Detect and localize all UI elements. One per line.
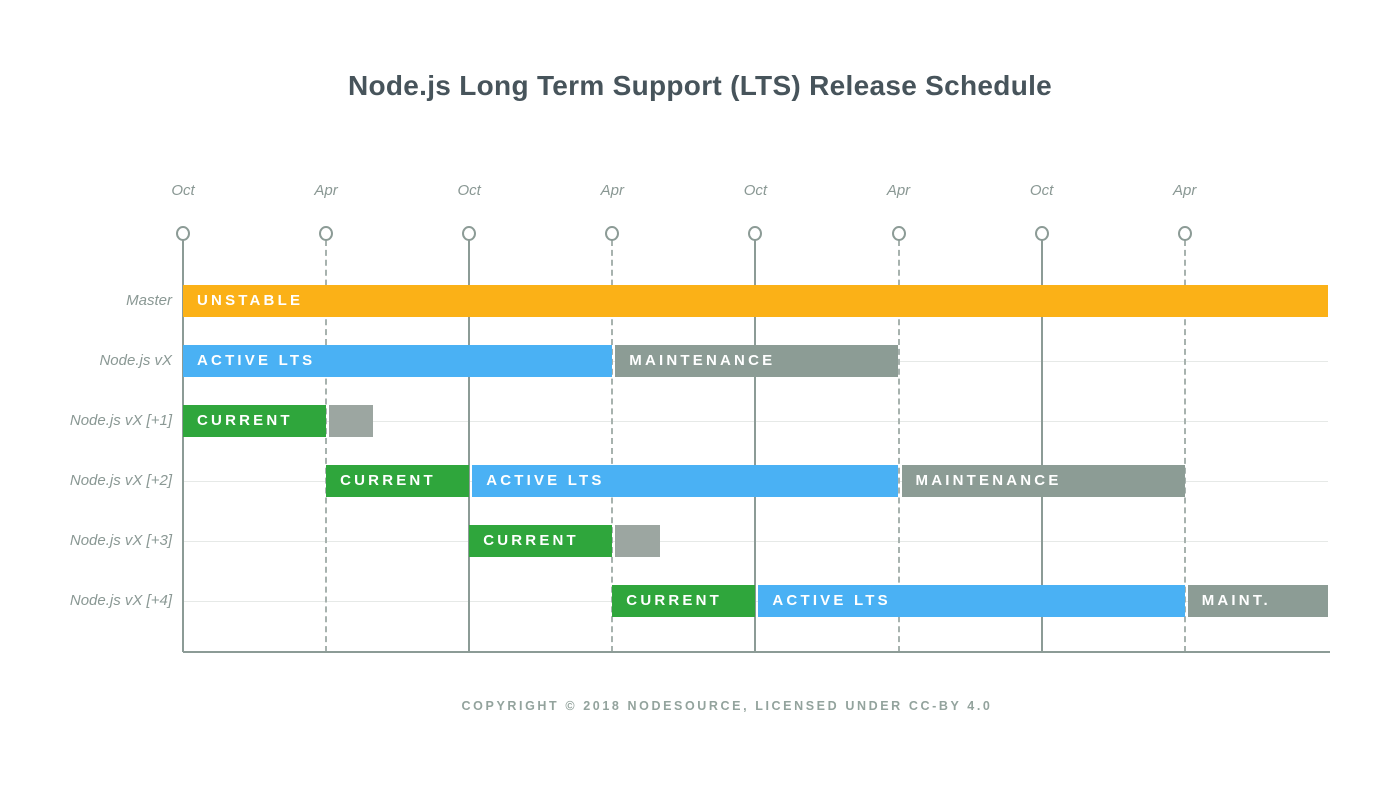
chart-title: Node.js Long Term Support (LTS) Release … — [347, 70, 1053, 101]
timeline-bar-maintenance_small — [329, 405, 374, 437]
tick-circle — [1034, 226, 1049, 241]
timeline-bar-current: CURRENT — [612, 585, 756, 617]
timeline-bar-maintenance: MAINTENANCE — [615, 345, 899, 377]
bar-label: ACTIVE LTS — [772, 592, 891, 609]
tick-circle — [605, 226, 620, 241]
row-label: Node.js vX [+1] — [69, 412, 172, 429]
tick-circle — [319, 226, 334, 241]
month-tick-label: Oct — [743, 182, 768, 199]
month-tick-label: Oct — [1029, 182, 1054, 199]
bar-label: UNSTABLE — [197, 292, 304, 309]
gridline-solid — [754, 240, 757, 652]
timeline-bar-active_lts: ACTIVE LTS — [472, 465, 899, 497]
month-tick-label: Oct — [171, 182, 195, 199]
timeline-bar-maintenance: MAINTENANCE — [901, 465, 1185, 497]
x-axis-line — [183, 651, 1330, 653]
gridline-solid — [1040, 240, 1043, 652]
tick-circle — [748, 226, 763, 241]
timeline-bar-current: CURRENT — [326, 465, 470, 497]
timeline-bar-active_lts: ACTIVE LTS — [183, 345, 613, 377]
timeline-bar-current: CURRENT — [183, 405, 327, 437]
month-tick-label: Apr — [886, 182, 911, 199]
row-label: Node.js vX [+2] — [69, 472, 172, 489]
month-tick-label: Apr — [314, 182, 338, 199]
bar-label: MAINTENANCE — [629, 352, 776, 369]
tick-circle — [1177, 226, 1192, 241]
gridline-dashed — [1183, 240, 1186, 652]
copyright-footer: COPYRIGHT © 2018 NODESOURCE, LICENSED UN… — [461, 699, 993, 713]
bar-label: MAINTENANCE — [915, 472, 1062, 489]
bar-label: MAINT. — [1201, 592, 1271, 609]
timeline-bar-unstable: UNSTABLE — [183, 285, 1328, 317]
row-label: Node.js vX [+3] — [69, 532, 172, 549]
month-tick-label: Apr — [600, 182, 624, 199]
row-label: Node.js vX — [99, 352, 172, 369]
month-tick-label: Oct — [457, 182, 481, 199]
timeline-bar-maintenance_small — [615, 525, 660, 557]
gridline-solid — [182, 240, 184, 652]
bar-label: CURRENT — [626, 592, 723, 609]
timeline-bar-active_lts: ACTIVE LTS — [758, 585, 1185, 617]
row-label: Master — [126, 292, 172, 309]
bar-label: CURRENT — [197, 412, 293, 429]
timeline-bar-current: CURRENT — [469, 525, 613, 557]
bar-label: CURRENT — [340, 472, 436, 489]
row-label: Node.js vX [+4] — [69, 592, 172, 609]
tick-circle — [462, 226, 477, 241]
timeline-bar-maintenance: MAINT. — [1187, 585, 1328, 617]
bar-label: ACTIVE LTS — [486, 472, 605, 489]
gridline-dashed — [897, 240, 900, 652]
bar-label: ACTIVE LTS — [197, 352, 316, 369]
gridline-solid — [468, 240, 471, 652]
tick-circle — [176, 226, 190, 241]
month-tick-label: Apr — [1173, 182, 1197, 199]
gridline-dashed — [611, 240, 614, 652]
gridline-dashed — [325, 240, 328, 652]
bar-label: CURRENT — [483, 532, 579, 549]
tick-circle — [891, 226, 906, 241]
